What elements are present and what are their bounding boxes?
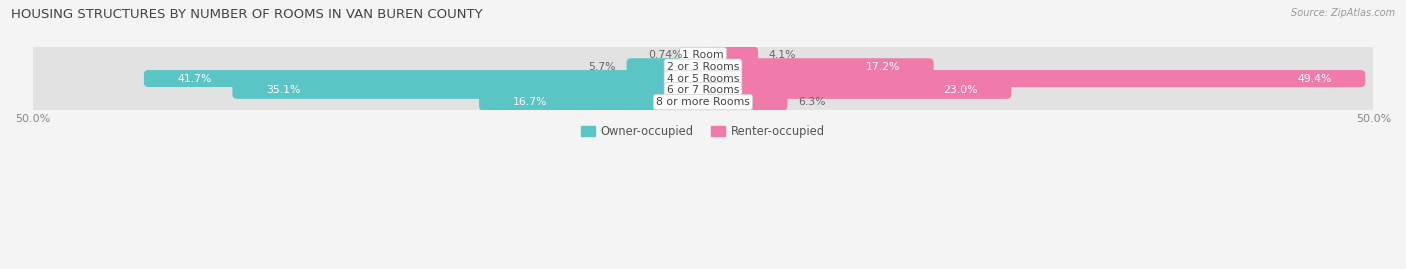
FancyBboxPatch shape — [32, 57, 1374, 77]
FancyBboxPatch shape — [32, 69, 1374, 89]
FancyBboxPatch shape — [703, 70, 1365, 87]
FancyBboxPatch shape — [479, 94, 703, 111]
Text: 6 or 7 Rooms: 6 or 7 Rooms — [666, 85, 740, 95]
FancyBboxPatch shape — [703, 94, 787, 111]
Text: 2 or 3 Rooms: 2 or 3 Rooms — [666, 62, 740, 72]
Text: 16.7%: 16.7% — [513, 97, 547, 107]
Text: 0.74%: 0.74% — [648, 50, 682, 60]
Text: Source: ZipAtlas.com: Source: ZipAtlas.com — [1291, 8, 1395, 18]
FancyBboxPatch shape — [32, 45, 1374, 65]
Text: 17.2%: 17.2% — [866, 62, 900, 72]
FancyBboxPatch shape — [693, 47, 703, 63]
Text: 4.1%: 4.1% — [769, 50, 796, 60]
FancyBboxPatch shape — [32, 92, 1374, 112]
Text: 8 or more Rooms: 8 or more Rooms — [657, 97, 749, 107]
FancyBboxPatch shape — [143, 70, 703, 87]
FancyBboxPatch shape — [703, 58, 934, 75]
FancyBboxPatch shape — [627, 58, 703, 75]
Text: 1 Room: 1 Room — [682, 50, 724, 60]
Text: 5.7%: 5.7% — [588, 62, 616, 72]
Text: HOUSING STRUCTURES BY NUMBER OF ROOMS IN VAN BUREN COUNTY: HOUSING STRUCTURES BY NUMBER OF ROOMS IN… — [11, 8, 482, 21]
FancyBboxPatch shape — [703, 82, 1011, 99]
Text: 6.3%: 6.3% — [799, 97, 825, 107]
FancyBboxPatch shape — [703, 47, 758, 63]
Legend: Owner-occupied, Renter-occupied: Owner-occupied, Renter-occupied — [576, 121, 830, 143]
FancyBboxPatch shape — [232, 82, 703, 99]
Text: 49.4%: 49.4% — [1298, 73, 1331, 84]
Text: 4 or 5 Rooms: 4 or 5 Rooms — [666, 73, 740, 84]
Text: 35.1%: 35.1% — [266, 85, 301, 95]
Text: 41.7%: 41.7% — [177, 73, 212, 84]
FancyBboxPatch shape — [32, 80, 1374, 100]
Text: 23.0%: 23.0% — [943, 85, 977, 95]
